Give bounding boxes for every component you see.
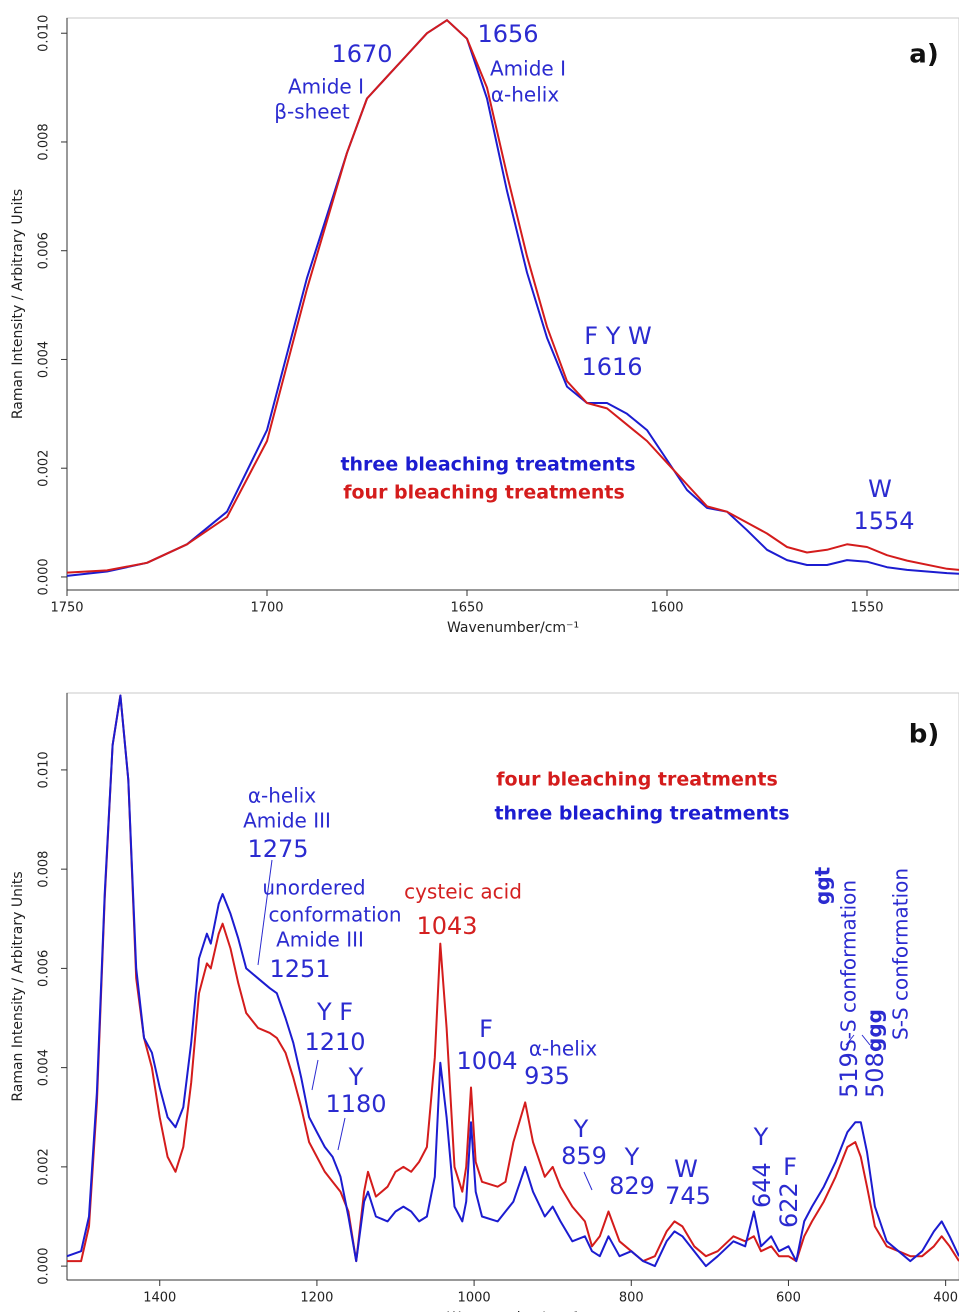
annotation: Y xyxy=(753,1123,769,1151)
annotation: 859 xyxy=(561,1142,607,1170)
annotation: 1210 xyxy=(304,1028,365,1056)
annotation: 644 xyxy=(748,1162,776,1208)
x-axis-label: Wavenumber/cm⁻¹ xyxy=(447,620,579,636)
annotation: 1004 xyxy=(456,1047,517,1075)
leader-line xyxy=(257,859,273,966)
panel-label: a) xyxy=(909,40,938,70)
x-tick-label: 400 xyxy=(933,1291,958,1306)
spectrum-line xyxy=(66,694,959,1268)
annotation: Y xyxy=(573,1115,589,1143)
x-tick-label: 800 xyxy=(619,1291,644,1306)
x-tick-label: 1400 xyxy=(143,1291,176,1306)
annotation: conformation xyxy=(268,903,401,927)
annotation: unordered xyxy=(262,876,365,900)
y-tick-label: 0.000 xyxy=(37,1247,52,1284)
y-tick-label: 0.004 xyxy=(37,1049,52,1086)
y-tick-label: 0.000 xyxy=(37,558,52,595)
annotation: F Y W xyxy=(584,322,651,350)
annotation: ggg xyxy=(863,1009,887,1052)
annotation: 935 xyxy=(524,1062,570,1090)
annotation: 1180 xyxy=(325,1090,386,1118)
x-tick-label: 1600 xyxy=(650,601,683,616)
y-tick-label: 0.006 xyxy=(37,232,52,269)
x-tick-label: 600 xyxy=(776,1291,801,1306)
annotation: 1616 xyxy=(581,353,642,381)
annotation: cysteic acid xyxy=(404,880,522,904)
annotation: F xyxy=(479,1015,493,1043)
annotation: Y xyxy=(624,1143,640,1171)
annotation: Amide I xyxy=(288,75,364,99)
y-axis-label: Raman Intensity / Arbitrary Units xyxy=(10,189,26,419)
y-tick-label: 0.010 xyxy=(37,751,52,788)
annotation: W xyxy=(674,1155,698,1183)
x-tick-label: 1550 xyxy=(850,601,883,616)
legend-entry: three bleaching treatments xyxy=(340,454,635,476)
annotation: Amide III xyxy=(243,809,331,833)
annotation: α-helix xyxy=(529,1037,597,1061)
y-tick-label: 0.002 xyxy=(37,1148,52,1185)
y-tick-label: 0.006 xyxy=(37,950,52,987)
x-tick-label: 1200 xyxy=(300,1291,333,1306)
annotation: W xyxy=(868,475,892,503)
annotation: S-S conformation xyxy=(837,880,861,1052)
annotation: Amide I xyxy=(490,57,566,81)
annotation: 508 xyxy=(861,1052,889,1098)
annotation: β-sheet xyxy=(274,100,350,124)
legend-entry: three bleaching treatments xyxy=(494,803,789,825)
x-axis-label: Wavenumber/cm⁻¹ xyxy=(447,1310,579,1312)
leader-line xyxy=(583,1171,593,1191)
leader-line xyxy=(861,1034,871,1046)
leader-line xyxy=(337,1117,346,1151)
annotation: α-helix xyxy=(248,784,316,808)
legend-entry: four bleaching treatments xyxy=(496,769,778,791)
annotation: ggt xyxy=(811,866,835,905)
annotation: 1656 xyxy=(477,20,538,48)
spectrum-line xyxy=(66,19,959,577)
annotation: α-helix xyxy=(491,83,559,107)
annotation: Y xyxy=(348,1063,364,1091)
annotation: 622 xyxy=(775,1182,803,1228)
y-tick-label: 0.002 xyxy=(37,450,52,487)
annotation: 745 xyxy=(665,1182,711,1210)
spectrum-line xyxy=(66,19,959,574)
annotation: 1275 xyxy=(247,835,308,863)
leader-line xyxy=(311,1059,319,1091)
y-tick-label: 0.008 xyxy=(37,123,52,160)
leader-line xyxy=(845,1034,855,1046)
panel-label: b) xyxy=(909,720,940,750)
x-tick-label: 1750 xyxy=(50,601,83,616)
y-tick-label: 0.004 xyxy=(37,341,52,378)
annotation: 1554 xyxy=(853,507,914,535)
x-tick-label: 1000 xyxy=(458,1291,491,1306)
annotation: 829 xyxy=(609,1172,655,1200)
y-tick-label: 0.008 xyxy=(37,851,52,888)
y-axis-label: Raman Intensity / Arbitrary Units xyxy=(10,871,26,1101)
annotation: F xyxy=(783,1153,797,1181)
annotation: Amide III xyxy=(276,928,364,952)
y-tick-label: 0.010 xyxy=(37,15,52,52)
annotation: Y F xyxy=(316,998,353,1026)
x-tick-label: 1650 xyxy=(450,601,483,616)
annotation: 1043 xyxy=(416,912,477,940)
annotation: S-S conformation xyxy=(889,868,913,1040)
legend-entry: four bleaching treatments xyxy=(343,482,625,504)
x-tick-label: 1700 xyxy=(250,601,283,616)
annotation: 1251 xyxy=(269,955,330,983)
annotation: 1670 xyxy=(331,40,392,68)
annotation: 519 xyxy=(835,1052,863,1098)
